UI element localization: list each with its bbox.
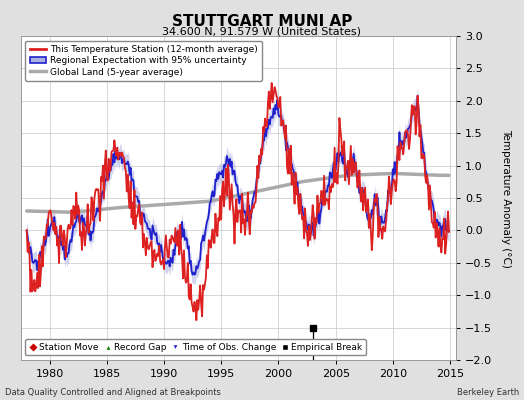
Legend: Station Move, Record Gap, Time of Obs. Change, Empirical Break: Station Move, Record Gap, Time of Obs. C…	[26, 339, 366, 356]
Y-axis label: Temperature Anomaly (°C): Temperature Anomaly (°C)	[501, 128, 511, 268]
Text: Data Quality Controlled and Aligned at Breakpoints: Data Quality Controlled and Aligned at B…	[5, 388, 221, 397]
Text: Berkeley Earth: Berkeley Earth	[456, 388, 519, 397]
Text: 34.600 N, 91.579 W (United States): 34.600 N, 91.579 W (United States)	[162, 26, 362, 36]
Text: STUTTGART MUNI AP: STUTTGART MUNI AP	[172, 14, 352, 29]
